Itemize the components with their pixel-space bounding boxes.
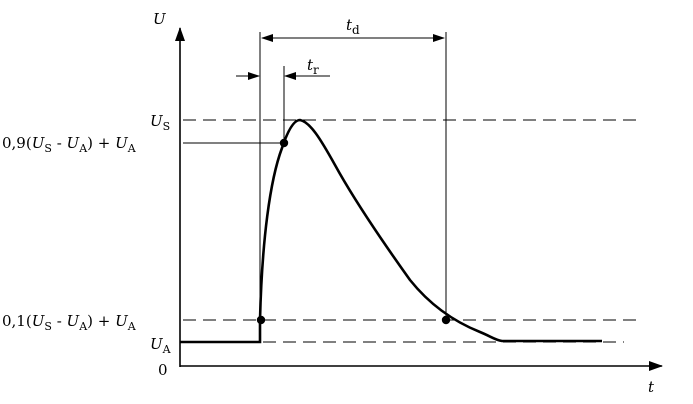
lower-threshold-label: 0,1(US - UA) + UA: [2, 312, 137, 333]
upper-rise-point: [279, 138, 289, 148]
pulse-curve: [180, 118, 602, 344]
us-level-label: US: [150, 112, 170, 133]
lower-rise-point: [256, 315, 266, 325]
tr-label: tr: [307, 56, 319, 77]
upper-threshold-label: 0,9(US - UA) + UA: [2, 134, 137, 155]
y-axis-label: U: [153, 10, 167, 28]
x-axis-label: t: [648, 378, 655, 396]
lower-decay-point: [441, 315, 451, 325]
origin-label: 0: [158, 361, 168, 379]
ua-level-label: UA: [150, 335, 172, 356]
td-label: td: [346, 16, 360, 37]
